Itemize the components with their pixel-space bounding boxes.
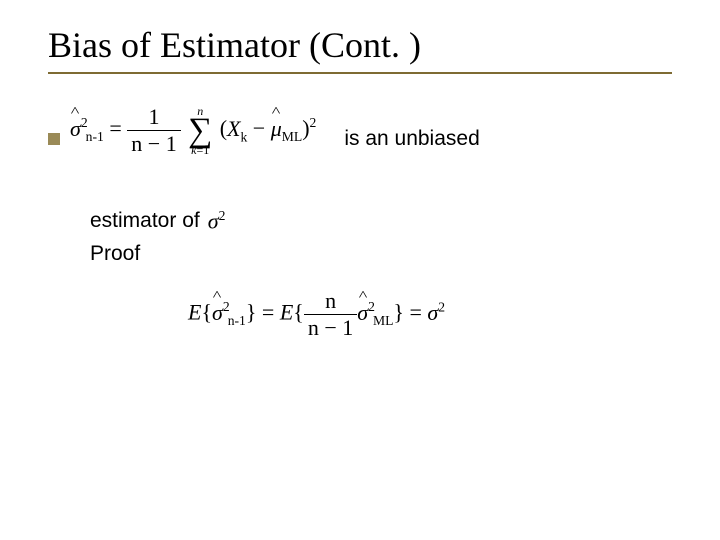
lparen: (	[220, 116, 227, 141]
equals-3: =	[409, 300, 427, 325]
bullet-line: σ2n-1 = 1 n − 1 n ∑ k=1 (Xk −	[48, 104, 672, 174]
slide-body: σ2n-1 = 1 n − 1 n ∑ k=1 (Xk −	[48, 104, 672, 348]
text-proof: Proof	[90, 242, 672, 266]
lbrace1: {	[201, 300, 212, 325]
lbrace2: {	[293, 300, 304, 325]
fraction-1-over-n-1: 1 n − 1	[127, 104, 180, 157]
sigma-squared: σ2	[208, 208, 226, 234]
sigma-hat-sub: n-1	[86, 129, 104, 144]
sigma-hat-2b: σ	[357, 300, 368, 326]
sigma-sq-rhs: σ2	[427, 300, 445, 325]
equals-1: =	[109, 116, 127, 141]
equals-2: =	[262, 300, 280, 325]
sigma-hat-2a: σ	[212, 300, 223, 326]
sigma-icon: ∑	[186, 117, 214, 144]
equation-sigma-hat-def: σ2n-1 = 1 n − 1 n ∑ k=1 (Xk −	[70, 104, 316, 174]
text-estimator-of: estimator of	[90, 209, 200, 233]
mu-sub: ML	[282, 129, 302, 144]
rbrace2: }	[393, 300, 404, 325]
minus: −	[253, 116, 271, 141]
rbrace1: }	[246, 300, 257, 325]
E1: E	[188, 300, 201, 325]
E2: E	[280, 300, 293, 325]
X-k: Xk	[227, 116, 247, 141]
sigma-hat-sup: 2	[81, 115, 88, 130]
frac-den: n − 1	[127, 130, 180, 157]
frac-num: 1	[127, 104, 180, 130]
square-sup: 2	[310, 115, 317, 130]
rparen: )	[302, 116, 309, 141]
square-bullet-icon	[48, 133, 60, 145]
summation: n ∑ k=1	[186, 105, 214, 156]
slide: Bias of Estimator (Cont. ) σ2n-1 = 1 n −…	[0, 0, 720, 540]
text-is-unbiased: is an unbiased	[344, 127, 479, 151]
slide-title: Bias of Estimator (Cont. )	[48, 24, 672, 74]
equation-expectation: E{σ2n-1} = E{ n n − 1 σ2ML} = σ2	[188, 288, 672, 348]
fraction-n-over-n-1: n n − 1	[304, 288, 357, 341]
sigma-hat-symbol: σ	[70, 116, 81, 142]
estimator-of-line: estimator of σ2	[90, 208, 672, 234]
mu-hat-symbol: μ	[271, 116, 282, 142]
